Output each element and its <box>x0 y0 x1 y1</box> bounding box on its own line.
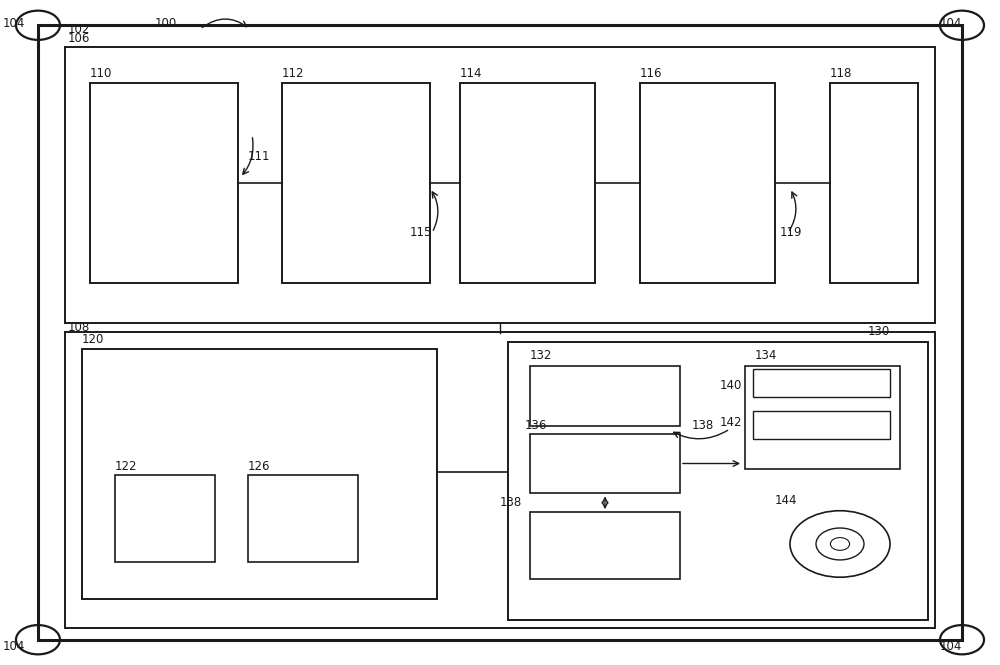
Bar <box>65 332 935 628</box>
Bar <box>282 83 430 283</box>
Bar <box>508 342 928 620</box>
Text: 130: 130 <box>868 325 890 338</box>
Text: 142: 142 <box>720 416 742 429</box>
Text: 138: 138 <box>500 495 522 509</box>
Bar <box>530 512 680 579</box>
Text: 144: 144 <box>775 494 797 507</box>
Text: 134: 134 <box>755 349 777 362</box>
Text: 110: 110 <box>90 66 112 80</box>
Text: 138: 138 <box>692 419 714 432</box>
Text: 118: 118 <box>830 66 852 80</box>
Bar <box>830 83 918 283</box>
Text: 111: 111 <box>248 150 270 163</box>
Bar <box>530 434 680 493</box>
Text: 119: 119 <box>780 226 802 239</box>
Text: 126: 126 <box>248 460 270 473</box>
Text: 104: 104 <box>940 17 962 30</box>
Bar <box>82 349 437 598</box>
Text: 122: 122 <box>115 460 138 473</box>
Text: 108: 108 <box>68 321 90 334</box>
Bar <box>753 411 890 439</box>
Bar <box>530 366 680 426</box>
Bar <box>90 83 238 283</box>
Text: 132: 132 <box>530 349 552 362</box>
Text: 115: 115 <box>410 226 432 239</box>
Bar <box>745 366 900 469</box>
Text: 112: 112 <box>282 66 304 80</box>
Text: 104: 104 <box>3 17 25 30</box>
Bar <box>115 475 215 562</box>
Text: 104: 104 <box>940 640 962 653</box>
Text: 140: 140 <box>720 379 742 392</box>
Text: 120: 120 <box>82 332 104 346</box>
Bar <box>248 475 358 562</box>
Text: 106: 106 <box>68 32 90 45</box>
Bar <box>753 369 890 397</box>
Text: 100: 100 <box>155 17 177 30</box>
Bar <box>640 83 775 283</box>
Text: 136: 136 <box>525 418 547 432</box>
Text: 116: 116 <box>640 66 662 80</box>
Text: 102: 102 <box>68 23 90 36</box>
Bar <box>65 47 935 323</box>
Text: 104: 104 <box>3 640 25 653</box>
Text: 114: 114 <box>460 66 482 80</box>
Bar <box>460 83 595 283</box>
